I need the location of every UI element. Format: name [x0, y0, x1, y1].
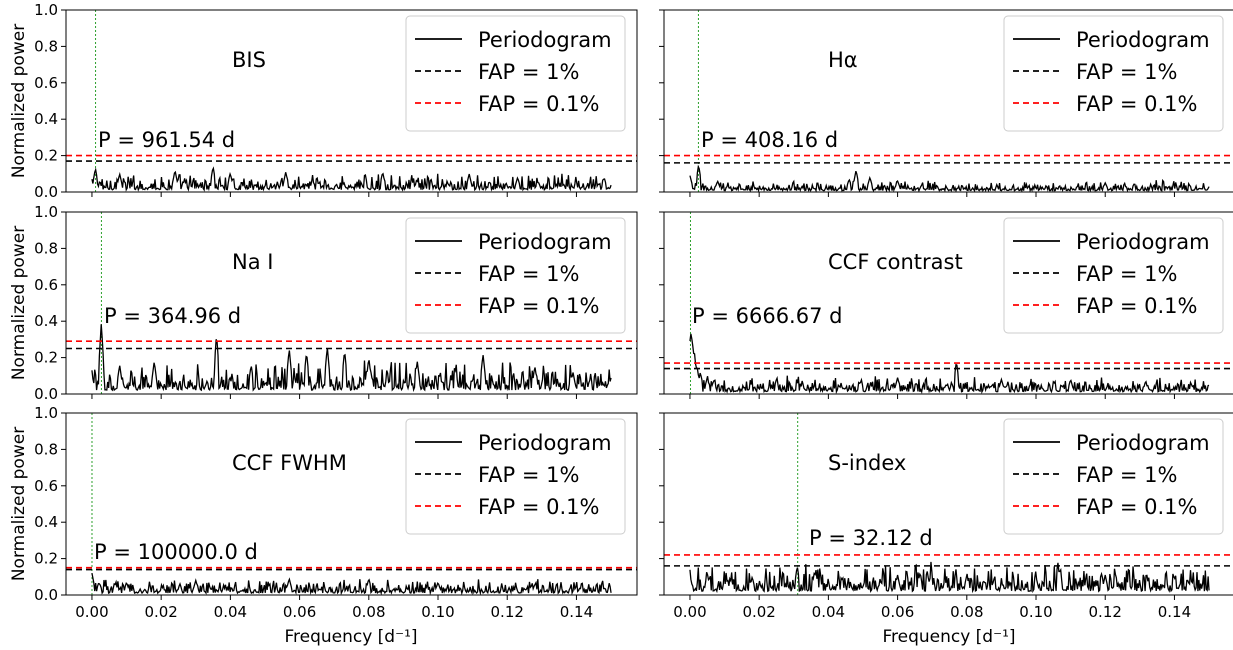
- periodogram-line: [689, 333, 1210, 395]
- legend-periodogram-label: Periodogram: [1076, 28, 1210, 52]
- legend-periodogram-label: Periodogram: [1076, 230, 1210, 254]
- x-tick-label: 0.06: [283, 603, 316, 621]
- panel-1: Hα P = 408.16 d Periodogram FAP = 1% FAP = 0…: [659, 9, 1233, 197]
- y-tick-label: 0.0: [34, 385, 58, 403]
- legend-fap-01-label: FAP = 0.1%: [478, 92, 599, 116]
- legend-periodogram-label: Periodogram: [1076, 431, 1210, 455]
- axes-frame: [65, 211, 638, 395]
- legend-fap-01-label: FAP = 0.1%: [478, 294, 599, 318]
- y-tick-label: 0.0: [34, 183, 58, 201]
- legend: Periodogram FAP = 1% FAP = 0.1%: [405, 15, 626, 132]
- y-tick-label: 0.0: [34, 586, 58, 604]
- x-tick-label: 0.08: [950, 603, 983, 621]
- legend: Periodogram FAP = 1% FAP = 0.1%: [405, 217, 626, 334]
- periodogram-line: [91, 573, 612, 596]
- x-tick-label: 0.12: [1089, 603, 1122, 621]
- x-tick-label: 0.12: [491, 603, 524, 621]
- x-tick-label: 0.04: [214, 603, 247, 621]
- panel-2: 0.0 0.2 0.4 0.6 0.8 1.0 Normalized power Na I P …: [9, 203, 638, 403]
- y-tick-label: 0.8: [34, 37, 58, 55]
- periodogram-line: [689, 164, 1210, 193]
- y-tick-label: 0.6: [34, 276, 58, 294]
- legend-fap-1-label: FAP = 1%: [1076, 463, 1177, 487]
- legend: Periodogram FAP = 1% FAP = 0.1%: [1003, 418, 1224, 535]
- panel-3: CCF contrast P = 6666.67 d Periodogram FAP …: [659, 211, 1233, 399]
- legend: Periodogram FAP = 1% FAP = 0.1%: [1003, 217, 1224, 334]
- y-axis-label: Normalized power: [9, 427, 29, 581]
- x-tick-label: 0.14: [560, 603, 593, 621]
- legend-fap-01-label: FAP = 0.1%: [478, 495, 599, 519]
- y-axis-label: Normalized power: [9, 24, 29, 178]
- peak-annotation: P = 6666.67 d: [692, 304, 842, 328]
- legend: Periodogram FAP = 1% FAP = 0.1%: [405, 418, 626, 535]
- y-tick-label: 1.0: [34, 203, 58, 221]
- peak-annotation: P = 961.54 d: [98, 128, 235, 152]
- y-axis-label: Normalized power: [9, 226, 29, 380]
- peak-annotation: P = 408.16 d: [701, 128, 838, 152]
- x-tick-label: 0.14: [1158, 603, 1191, 621]
- panel-0: 0.0 0.2 0.4 0.6 0.8 1.0 Normalized power BIS P =…: [9, 1, 638, 201]
- x-tick-label: 0.04: [812, 603, 845, 621]
- y-tick-label: 0.2: [34, 349, 58, 367]
- y-tick-label: 0.4: [34, 110, 58, 128]
- x-axis-label-right: Frequency [d⁻¹]: [882, 627, 1015, 647]
- x-tick-label: 0.00: [75, 603, 108, 621]
- legend-periodogram-label: Periodogram: [478, 431, 612, 455]
- y-tick-label: 0.2: [34, 147, 58, 165]
- axes-frame: [663, 412, 1233, 596]
- panel-title: BIS: [232, 48, 266, 72]
- y-tick-label: 0.6: [34, 477, 58, 495]
- periodogram-line: [91, 166, 612, 192]
- legend-fap-1-label: FAP = 1%: [478, 262, 579, 286]
- panels: 0.0 0.2 0.4 0.6 0.8 1.0 Normalized power BIS P =…: [9, 1, 1233, 621]
- legend-fap-1-label: FAP = 1%: [1076, 262, 1177, 286]
- x-tick-label: 0.00: [673, 603, 706, 621]
- panel-title: CCF contrast: [828, 250, 963, 274]
- peak-annotation: P = 32.12 d: [809, 526, 933, 550]
- x-tick-label: 0.02: [742, 603, 775, 621]
- x-tick-label: 0.06: [881, 603, 914, 621]
- peak-annotation: P = 100000.0 d: [94, 540, 258, 564]
- panel-title: Hα: [828, 48, 858, 72]
- axes-frame: [663, 211, 1233, 395]
- panel-title: Na I: [232, 250, 273, 274]
- y-tick-label: 0.2: [34, 550, 58, 568]
- periodogram-line: [689, 561, 1210, 594]
- panel-title: CCF FWHM: [232, 451, 347, 475]
- legend-fap-01-label: FAP = 0.1%: [1076, 92, 1197, 116]
- panel-4: 0.00 0.02 0.04 0.06 0.08 0.10 0.12 0.14 0.0 0.2 0.…: [9, 404, 638, 621]
- legend-fap-1-label: FAP = 1%: [1076, 60, 1177, 84]
- axes-frame: [65, 9, 638, 193]
- panel-title: S-index: [828, 451, 906, 475]
- y-tick-label: 0.4: [34, 513, 58, 531]
- y-tick-label: 0.4: [34, 312, 58, 330]
- legend-periodogram-label: Periodogram: [478, 230, 612, 254]
- x-tick-label: 0.08: [352, 603, 385, 621]
- panel-5: 0.00 0.02 0.04 0.06 0.08 0.10 0.12 0.14 S-index P…: [659, 412, 1233, 621]
- axes-frame: [663, 9, 1233, 193]
- peak-annotation: P = 364.96 d: [104, 304, 241, 328]
- y-tick-label: 0.8: [34, 440, 58, 458]
- x-tick-label: 0.10: [421, 603, 454, 621]
- y-tick-label: 1.0: [34, 404, 58, 422]
- x-tick-label: 0.02: [144, 603, 177, 621]
- y-tick-label: 0.6: [34, 74, 58, 92]
- y-tick-label: 0.8: [34, 239, 58, 257]
- legend-periodogram-label: Periodogram: [478, 28, 612, 52]
- legend-fap-1-label: FAP = 1%: [478, 60, 579, 84]
- x-axis-label-left: Frequency [d⁻¹]: [284, 627, 417, 647]
- x-tick-label: 0.10: [1019, 603, 1052, 621]
- legend-fap-1-label: FAP = 1%: [478, 463, 579, 487]
- legend-fap-01-label: FAP = 0.1%: [1076, 294, 1197, 318]
- legend-fap-01-label: FAP = 0.1%: [1076, 495, 1197, 519]
- legend: Periodogram FAP = 1% FAP = 0.1%: [1003, 15, 1224, 132]
- axes-frame: [65, 412, 638, 596]
- y-tick-label: 1.0: [34, 1, 58, 19]
- periodogram-line: [91, 324, 612, 393]
